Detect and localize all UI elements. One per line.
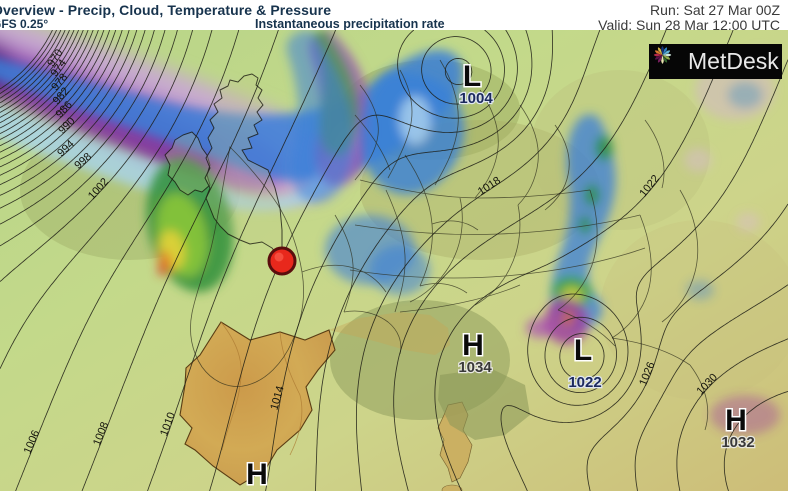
svg-text:L: L	[574, 334, 592, 367]
svg-text:1022: 1022	[568, 374, 601, 391]
svg-text:1004: 1004	[459, 90, 493, 107]
svg-text:MetDesk: MetDesk	[688, 48, 779, 74]
svg-text:1032: 1032	[721, 434, 754, 451]
svg-text:H: H	[725, 404, 747, 437]
svg-text:H: H	[462, 329, 484, 362]
svg-text:L: L	[463, 60, 481, 93]
svg-text:1034: 1034	[458, 359, 492, 376]
svg-text:H: H	[246, 458, 268, 491]
